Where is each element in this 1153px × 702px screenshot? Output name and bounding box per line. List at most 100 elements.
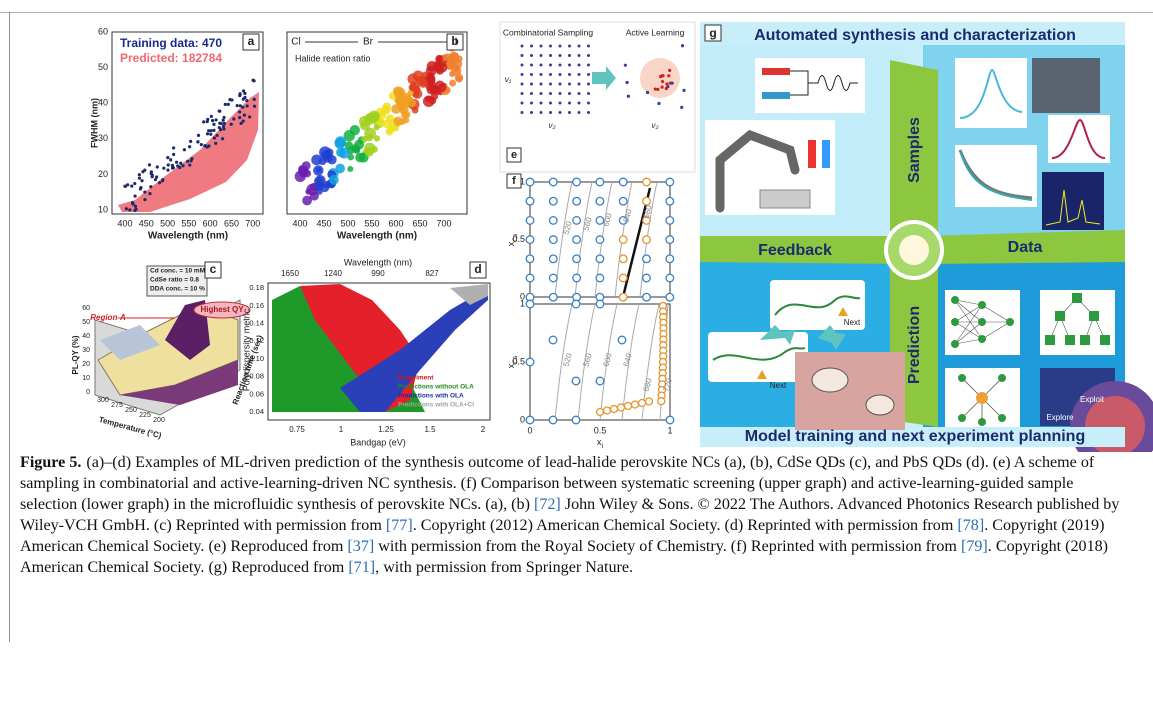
legend-entry: Predictions with OLA+Cl [398, 402, 474, 409]
sample-point [526, 300, 534, 308]
grid-point [568, 111, 571, 114]
scatter-dot [238, 116, 241, 119]
grid-point [587, 83, 590, 86]
icon-box [708, 332, 808, 382]
grid-point [568, 83, 571, 86]
sample-point [619, 255, 627, 263]
sample-point [654, 87, 657, 90]
scatter-dot [246, 104, 249, 107]
grid-point [568, 54, 571, 57]
label: ν₁ [505, 75, 512, 84]
scatter-dot [130, 184, 133, 187]
scatter-dot [125, 207, 128, 210]
sample-point [573, 197, 581, 205]
axis-label: xCs [506, 233, 518, 246]
grid-point [559, 73, 562, 76]
label: Samples [906, 117, 923, 183]
acquisition-map [795, 352, 905, 430]
sample-point [643, 236, 651, 244]
scatter-dot [222, 119, 225, 122]
sample-point [550, 178, 558, 186]
scatter-blob [371, 146, 378, 153]
grid-point [540, 111, 543, 114]
node [1100, 335, 1110, 345]
tick-label: 0.04 [249, 407, 264, 416]
tick-label: 0 [527, 425, 532, 435]
label: Highest QY [200, 305, 244, 314]
tick-label: 40 [82, 333, 90, 340]
scatter-dot [140, 179, 143, 182]
label: FWHM (nm) [89, 98, 99, 148]
grid-point [578, 45, 581, 48]
tick-label: 275 [111, 402, 123, 409]
grid-point [559, 102, 562, 105]
grid-point [559, 64, 562, 67]
grid-point [521, 54, 524, 57]
sample-point [572, 416, 580, 424]
citation[interactable]: [71] [348, 559, 375, 576]
grid-point [578, 111, 581, 114]
scatter-dot [167, 163, 170, 166]
node [1072, 293, 1082, 303]
page: Figure 5 html, body { margin: 0; padding… [0, 0, 1153, 702]
tick-label: 827 [425, 269, 439, 278]
sample-point [666, 236, 674, 244]
node [976, 392, 988, 404]
sample-point [526, 236, 534, 244]
scatter-dot [206, 132, 209, 135]
grid-point [549, 92, 552, 95]
scatter-dot [221, 137, 224, 140]
sample-point [682, 89, 685, 92]
scatter-dot [175, 161, 178, 164]
citation[interactable]: [77] [386, 517, 413, 534]
scatter-blob [339, 148, 350, 159]
tick-label: 200 [153, 417, 165, 424]
scatter-dot [218, 109, 221, 112]
scatter-dot [213, 136, 216, 139]
citation[interactable]: [79] [961, 538, 988, 555]
sample-point [596, 255, 604, 263]
scatter-dot [242, 98, 245, 101]
sample-point [643, 274, 651, 282]
sample-point [550, 274, 558, 282]
sample-point [572, 377, 580, 385]
scatter-blob [407, 98, 416, 107]
scatter-blob [347, 166, 353, 172]
citation[interactable]: [72] [534, 496, 561, 513]
label: Feedback [758, 242, 832, 259]
scatter-dot [200, 143, 203, 146]
scatter-dot [210, 129, 213, 132]
tick-label: 0.10 [249, 354, 264, 363]
citation[interactable]: [37] [347, 538, 374, 555]
grid-point [521, 83, 524, 86]
tick-label: 1650 [281, 269, 299, 278]
tick-label: 1 [520, 176, 525, 186]
scatter-dot [126, 183, 129, 186]
label: Active Learning [626, 27, 685, 37]
node [1006, 318, 1014, 326]
tick-label: 550 [364, 218, 379, 228]
sample-point [604, 407, 611, 414]
scatter-dot [169, 158, 172, 161]
sample-point [618, 336, 626, 344]
scatter-dot [220, 122, 223, 125]
label: Wavelength (nm) [337, 231, 417, 242]
sample-point [526, 255, 534, 263]
panel-g [700, 22, 1153, 452]
grid-point [549, 83, 552, 86]
scatter-dot [238, 94, 241, 97]
sample-point [550, 293, 558, 301]
sample-point [661, 80, 664, 83]
sample-point [573, 178, 581, 186]
citation[interactable]: [78] [957, 517, 984, 534]
scatter-dot [151, 174, 154, 177]
scatter-dot [214, 118, 217, 121]
sample-point [596, 197, 604, 205]
tick-label: 500 [160, 218, 175, 228]
scatter-dot [209, 133, 212, 136]
grid-point [587, 54, 590, 57]
grid-point [540, 102, 543, 105]
grid-point [540, 64, 543, 67]
tick-label: 2 [481, 425, 486, 434]
scatter-blob [427, 61, 438, 72]
